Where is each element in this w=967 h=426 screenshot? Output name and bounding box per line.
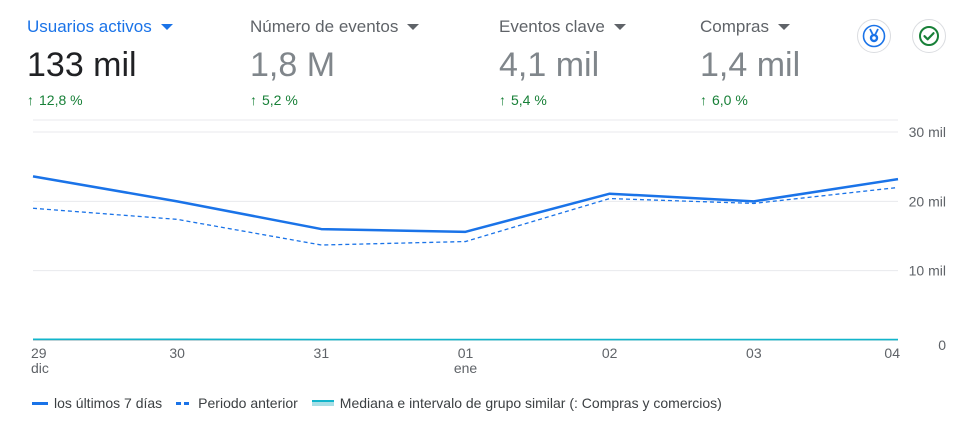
arrow-up-icon: ↑ <box>27 92 34 108</box>
metric-delta-value: 6,0 % <box>712 92 748 108</box>
metric-delta: ↑ 6,0 % <box>700 92 800 108</box>
metric-delta: ↑ 12,8 % <box>27 92 173 108</box>
dashed-line-swatch <box>176 401 193 405</box>
x-tick-label: 03 <box>746 345 762 361</box>
metric-usuarios-activos[interactable]: Usuarios activos 133 mil ↑ 12,8 % <box>27 14 173 108</box>
legend-item-previous[interactable]: Periodo anterior <box>176 395 298 411</box>
metric-compras[interactable]: Compras 1,4 mil ↑ 6,0 % <box>700 14 800 108</box>
x-tick-label: 31 <box>314 345 330 361</box>
metric-selector[interactable]: Compras <box>700 14 800 40</box>
caret-down-icon[interactable] <box>407 24 420 30</box>
arrow-up-icon: ↑ <box>499 92 506 108</box>
caret-down-icon[interactable] <box>160 24 173 30</box>
metric-delta: ↑ 5,2 % <box>250 92 419 108</box>
solid-line-swatch <box>32 401 48 405</box>
metric-delta-value: 12,8 % <box>39 92 83 108</box>
x-tick-label: 02 <box>602 345 618 361</box>
legend-item-current[interactable]: los últimos 7 días <box>32 395 162 411</box>
x-tick-label: 04 <box>884 345 900 361</box>
y-tick-label: 20 mil <box>909 193 946 209</box>
metric-numero-de-eventos[interactable]: Número de eventos 1,8 M ↑ 5,2 % <box>250 14 420 108</box>
x-tick-label: 29 <box>31 345 47 361</box>
metric-selector[interactable]: Eventos clave <box>499 14 626 40</box>
metric-label: Usuarios activos <box>27 17 152 36</box>
x-tick-label: dic <box>31 360 49 376</box>
legend-label-previous: Periodo anterior <box>198 395 298 411</box>
caret-down-icon[interactable] <box>777 24 790 30</box>
metric-delta: ↑ 5,4 % <box>499 92 626 108</box>
metric-delta-value: 5,4 % <box>511 92 547 108</box>
insights-badge-icon[interactable] <box>857 19 891 53</box>
band-swatch <box>311 400 334 406</box>
y-tick-label: 0 <box>938 337 946 353</box>
x-tick-label: 01 <box>458 345 474 361</box>
metric-value: 1,4 mil <box>700 46 801 84</box>
previous-period-line <box>32 186 899 246</box>
metric-label: Número de eventos <box>250 17 399 36</box>
metric-eventos-clave[interactable]: Eventos clave 4,1 mil ↑ 5,4 % <box>499 14 626 108</box>
metric-value: 1,8 M <box>250 46 336 84</box>
chart-legend: los últimos 7 días Periodo anterior Medi… <box>32 395 736 411</box>
metric-label: Compras <box>700 17 769 36</box>
x-tick-label: 30 <box>169 345 185 361</box>
y-tick-label: 10 mil <box>909 263 946 279</box>
caret-down-icon[interactable] <box>613 24 626 30</box>
legend-label-current: los últimos 7 días <box>54 395 163 411</box>
metric-selector[interactable]: Usuarios activos <box>27 14 173 40</box>
metric-label: Eventos clave <box>499 17 605 36</box>
metric-selector[interactable]: Número de eventos <box>250 14 420 40</box>
check-circle-icon[interactable] <box>912 19 946 53</box>
current-period-line <box>32 175 899 234</box>
y-tick-label: 30 mil <box>909 124 946 140</box>
x-tick-label: ene <box>454 360 478 376</box>
metric-delta-value: 5,2 % <box>262 92 298 108</box>
legend-label-benchmark: Mediana e intervalo de grupo similar (: … <box>339 395 722 411</box>
arrow-up-icon: ↑ <box>250 92 257 108</box>
arrow-up-icon: ↑ <box>700 92 707 108</box>
metric-value: 133 mil <box>27 46 137 84</box>
legend-item-benchmark[interactable]: Mediana e intervalo de grupo similar (: … <box>311 395 722 411</box>
metric-value: 4,1 mil <box>499 46 600 84</box>
